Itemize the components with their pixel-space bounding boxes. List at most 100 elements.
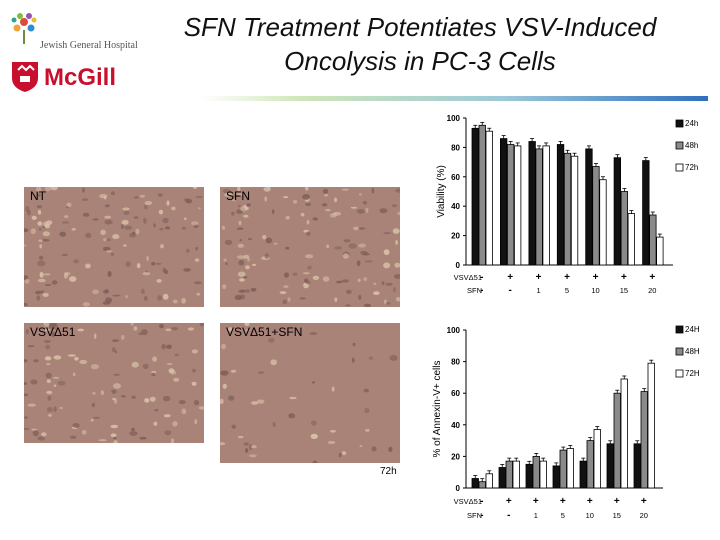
row-value: +	[649, 272, 655, 283]
legend-label: 48h	[685, 141, 698, 150]
y-tick-label: 20	[451, 232, 460, 241]
row-value: 10	[591, 286, 599, 295]
row-value: +	[536, 272, 542, 283]
bar-24h	[613, 157, 622, 266]
bar-72H	[485, 473, 493, 489]
bar-72H	[620, 378, 628, 489]
y-tick-label: 0	[456, 261, 461, 270]
bar-72H	[566, 448, 574, 489]
bar-72h	[514, 145, 522, 266]
row-value: +	[533, 496, 539, 507]
row-value: +	[507, 272, 513, 283]
row-value: +	[614, 496, 620, 507]
title-line-2: Oncolysis in PC-3 Cells	[284, 46, 556, 76]
legend-swatch-48H	[675, 347, 684, 356]
row-value: +	[560, 496, 566, 507]
micrograph-label: VSVΔ51	[30, 325, 76, 339]
y-tick-label: 100	[447, 326, 461, 335]
bar-72h	[627, 213, 636, 266]
micrograph-label: NT	[30, 189, 46, 203]
timepoint-label: 72h	[380, 466, 397, 477]
micrograph-image	[24, 323, 204, 443]
bar-72h	[570, 155, 579, 266]
mcgill-shield-icon	[12, 62, 38, 92]
bar-72h	[485, 130, 493, 266]
row-value: 1	[537, 286, 541, 295]
row-value: 10	[586, 511, 594, 520]
micrograph-sfn: SFN	[220, 187, 400, 307]
legend-swatch-48h	[675, 141, 684, 150]
row-value: +	[587, 496, 593, 507]
row-value: -	[480, 285, 483, 296]
y-axis-label: % of Annexin-V+ cells	[432, 361, 443, 458]
row-value: 5	[561, 511, 565, 520]
row-value: +	[564, 272, 570, 283]
micrograph-vsv: VSVΔ51	[24, 323, 204, 443]
bar-24H	[498, 467, 506, 489]
y-tick-label: 40	[451, 421, 460, 430]
row-value: -	[480, 510, 483, 521]
y-axis-label: Viability (%)	[436, 165, 447, 218]
row-value: 20	[648, 286, 656, 295]
row-value: -	[507, 510, 510, 521]
micrograph-label: SFN	[226, 189, 250, 203]
hospital-name: Jewish General Hospital	[40, 40, 138, 51]
bar-72h	[542, 145, 550, 266]
bar-24h	[500, 138, 508, 266]
bar-24h	[556, 144, 565, 266]
bar-72H	[647, 362, 655, 489]
bar-48h	[478, 124, 486, 266]
bar-24h	[528, 141, 536, 266]
bar-48h	[507, 144, 515, 266]
y-tick-label: 80	[451, 143, 460, 152]
bar-48H	[586, 440, 594, 489]
bar-48H	[559, 449, 567, 489]
row-value: +	[621, 272, 627, 283]
row-value: 5	[565, 286, 569, 295]
y-tick-label: 80	[451, 358, 460, 367]
title-line-1: SFN Treatment Potentiates VSV-Induced	[183, 12, 657, 42]
row-value: +	[506, 496, 512, 507]
bar-48H	[505, 460, 513, 489]
bar-24h	[585, 148, 593, 266]
legend-label: 48H	[685, 347, 700, 356]
bar-48h	[535, 148, 543, 266]
bar-48h	[592, 166, 600, 266]
bar-72H	[512, 460, 520, 489]
row-value: 15	[613, 511, 621, 520]
legend-label: 72h	[685, 163, 698, 172]
bar-24H	[633, 443, 641, 489]
bar-24H	[552, 465, 560, 489]
bar-48h	[649, 214, 657, 266]
legend-swatch-24H	[675, 325, 684, 334]
y-tick-label: 0	[456, 484, 461, 493]
bar-72H	[539, 460, 547, 489]
mcgill-logo: McGill	[8, 58, 158, 94]
row-value: +	[593, 272, 599, 283]
bar-24h	[642, 160, 650, 266]
y-tick-label: 60	[451, 173, 460, 182]
jewish-general-hospital-logo: Jewish General Hospital	[6, 8, 156, 54]
bar-24H	[471, 478, 479, 489]
hospital-tree-icon: Jewish General Hospital	[11, 13, 138, 51]
bar-72h	[656, 236, 664, 266]
row-label: VSVΔ51	[454, 497, 482, 506]
legend-swatch-24h	[675, 119, 684, 128]
row-label: VSVΔ51	[454, 273, 482, 282]
bar-48H	[613, 392, 621, 489]
bar-48H	[478, 481, 486, 489]
title-underline-bar	[200, 96, 708, 101]
row-value: 15	[620, 286, 628, 295]
legend-label: 72H	[685, 369, 700, 378]
micrograph-label: VSVΔ51+SFN	[226, 325, 303, 339]
bar-24h	[471, 127, 479, 266]
bar-48H	[640, 391, 648, 489]
bar-72H	[593, 429, 601, 489]
row-value: -	[480, 272, 483, 283]
micrograph-image	[24, 187, 204, 307]
legend-swatch-72h	[675, 163, 684, 172]
bar-24H	[525, 463, 533, 489]
row-value: 20	[640, 511, 648, 520]
y-tick-label: 100	[447, 114, 461, 123]
